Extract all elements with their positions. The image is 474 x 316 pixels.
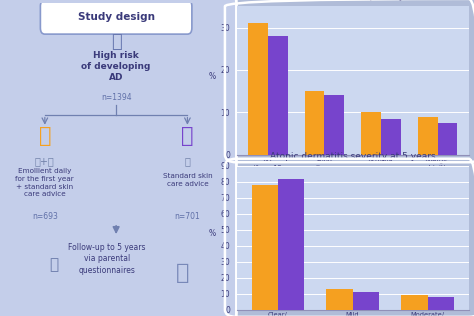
Text: 👶: 👶 [181, 126, 194, 146]
Title: Doctor diagnoses up to 5 years: Doctor diagnoses up to 5 years [282, 0, 423, 1]
Bar [401, 295, 428, 310]
Text: 📖: 📖 [184, 156, 191, 166]
Bar [361, 112, 381, 155]
Bar [278, 179, 304, 310]
Bar [438, 123, 457, 155]
Bar [418, 117, 438, 155]
Bar [252, 185, 278, 310]
Bar [248, 23, 268, 155]
Text: n=693: n=693 [32, 212, 58, 221]
Text: Standard skin
care advice: Standard skin care advice [163, 173, 212, 186]
Bar [353, 292, 379, 310]
Text: Emollient daily
for the first year
+ standard skin
care advice: Emollient daily for the first year + sta… [16, 168, 74, 198]
Y-axis label: %: % [209, 72, 216, 81]
Text: n=1394: n=1394 [101, 93, 131, 102]
Bar [428, 297, 454, 310]
Text: 👶: 👶 [111, 33, 121, 51]
Bar [381, 119, 401, 155]
Text: 👶: 👶 [38, 126, 51, 146]
Bar [268, 36, 288, 155]
FancyBboxPatch shape [40, 0, 192, 34]
Text: 🧒: 🧒 [176, 263, 190, 283]
Text: Study design: Study design [78, 12, 155, 22]
Text: Follow-up to 5 years
via parental
questionnaires: Follow-up to 5 years via parental questi… [68, 243, 146, 275]
FancyBboxPatch shape [0, 0, 237, 316]
Text: n=701: n=701 [174, 212, 201, 221]
Bar [327, 289, 353, 310]
Title: Atopic dermatitis severity at 5 years: Atopic dermatitis severity at 5 years [270, 152, 436, 161]
Bar [304, 91, 324, 155]
Text: 📋: 📋 [49, 257, 58, 272]
Y-axis label: %: % [209, 229, 216, 238]
Text: High risk
of developing
AD: High risk of developing AD [82, 51, 151, 82]
Text: 🧴+📖: 🧴+📖 [35, 156, 55, 166]
Bar [324, 95, 344, 155]
